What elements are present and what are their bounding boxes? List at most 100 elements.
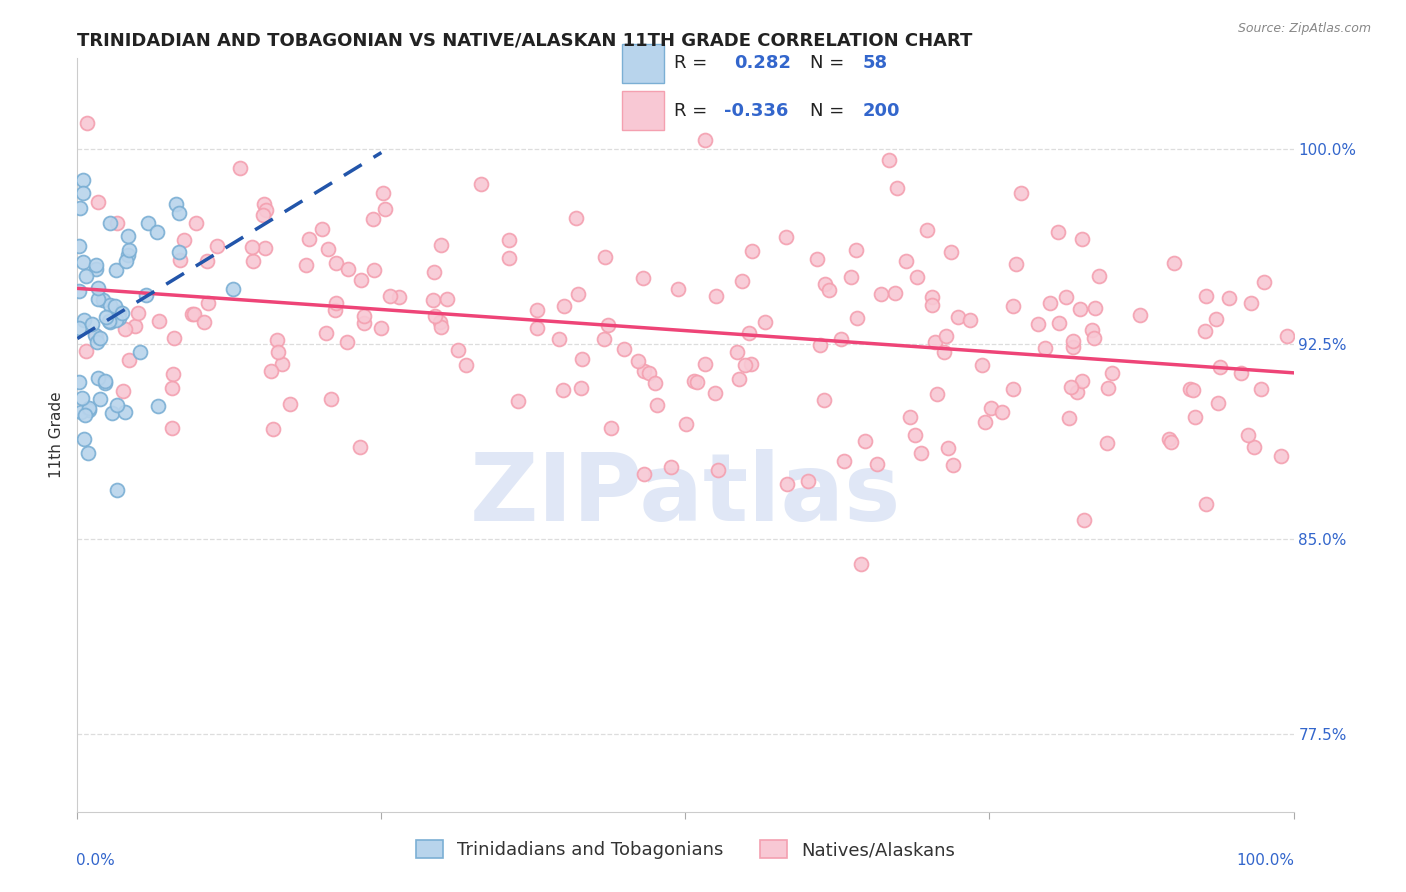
Point bbox=[108, 311, 131, 326]
Point bbox=[775, 229, 797, 244]
Point bbox=[105, 483, 128, 497]
Text: N =: N = bbox=[810, 102, 844, 120]
Point bbox=[1001, 382, 1024, 396]
Point bbox=[613, 343, 636, 357]
Point bbox=[86, 194, 108, 209]
Point bbox=[114, 405, 136, 419]
Point bbox=[946, 310, 969, 325]
Text: Source: ZipAtlas.com: Source: ZipAtlas.com bbox=[1237, 22, 1371, 36]
Point bbox=[72, 173, 94, 187]
Point bbox=[316, 242, 339, 256]
Point bbox=[972, 358, 994, 372]
Point bbox=[98, 216, 121, 230]
Point bbox=[128, 345, 150, 359]
Point bbox=[195, 253, 218, 268]
Point bbox=[173, 233, 195, 247]
Point bbox=[1184, 409, 1206, 424]
Point bbox=[267, 344, 290, 359]
Point bbox=[84, 258, 107, 272]
Point bbox=[1218, 291, 1240, 305]
Point bbox=[86, 262, 108, 277]
Point bbox=[67, 284, 90, 298]
Point bbox=[814, 277, 837, 291]
Point bbox=[959, 313, 981, 327]
Point bbox=[1088, 268, 1111, 283]
Point bbox=[567, 286, 589, 301]
Point bbox=[349, 440, 371, 454]
Point bbox=[851, 558, 873, 572]
Point bbox=[388, 290, 411, 304]
Point bbox=[1194, 324, 1216, 338]
Point bbox=[645, 398, 668, 412]
Point bbox=[627, 354, 650, 368]
Point bbox=[86, 335, 108, 350]
Point bbox=[734, 359, 756, 373]
Point bbox=[72, 186, 94, 200]
Text: 58: 58 bbox=[863, 54, 887, 72]
Point bbox=[991, 405, 1014, 419]
Point bbox=[430, 237, 453, 252]
Point bbox=[1095, 436, 1118, 450]
Point bbox=[925, 386, 948, 401]
Point bbox=[222, 282, 245, 296]
Point bbox=[240, 240, 263, 254]
Point bbox=[337, 261, 360, 276]
Point bbox=[138, 216, 160, 230]
Point bbox=[600, 421, 623, 435]
Point bbox=[278, 397, 301, 411]
Point bbox=[1243, 440, 1265, 454]
Point bbox=[974, 415, 997, 429]
Point bbox=[319, 392, 342, 406]
Point bbox=[592, 333, 614, 347]
Point bbox=[423, 265, 446, 279]
Point bbox=[683, 374, 706, 388]
Point bbox=[886, 181, 908, 195]
Point bbox=[1010, 186, 1032, 200]
Point bbox=[80, 318, 103, 332]
Text: R =: R = bbox=[675, 54, 707, 72]
Point bbox=[1159, 432, 1181, 446]
Point bbox=[924, 335, 946, 350]
Point bbox=[353, 316, 375, 330]
Point bbox=[79, 401, 101, 416]
Point bbox=[832, 454, 855, 468]
Point bbox=[315, 326, 337, 340]
Text: R =: R = bbox=[675, 102, 707, 120]
Text: TRINIDADIAN AND TOBAGONIAN VS NATIVE/ALASKAN 11TH GRADE CORRELATION CHART: TRINIDADIAN AND TOBAGONIAN VS NATIVE/ALA… bbox=[77, 31, 973, 49]
Point bbox=[1236, 428, 1258, 442]
Text: 0.282: 0.282 bbox=[734, 54, 790, 72]
Point bbox=[77, 403, 100, 417]
Point bbox=[87, 371, 110, 385]
Point bbox=[725, 344, 748, 359]
Point bbox=[163, 331, 186, 345]
Point bbox=[1066, 385, 1088, 400]
Point bbox=[100, 406, 122, 420]
Point bbox=[598, 318, 620, 333]
Point bbox=[325, 303, 347, 318]
Point bbox=[1026, 317, 1049, 331]
Point bbox=[1253, 275, 1275, 289]
Point bbox=[921, 298, 943, 312]
Point bbox=[73, 408, 96, 422]
Point bbox=[447, 343, 470, 358]
Point bbox=[1208, 396, 1230, 410]
Point bbox=[183, 308, 205, 322]
Point bbox=[932, 344, 955, 359]
Point bbox=[595, 250, 617, 264]
Point bbox=[754, 316, 776, 330]
Point bbox=[1208, 360, 1230, 375]
FancyBboxPatch shape bbox=[621, 91, 665, 130]
Point bbox=[846, 311, 869, 326]
Point bbox=[1195, 497, 1218, 511]
Point bbox=[813, 393, 835, 408]
Point bbox=[905, 270, 928, 285]
Point bbox=[104, 299, 127, 313]
Point bbox=[127, 306, 149, 320]
Point bbox=[704, 289, 727, 303]
Point bbox=[94, 374, 117, 388]
Point bbox=[547, 332, 569, 346]
Point bbox=[498, 233, 520, 247]
Point bbox=[336, 335, 359, 350]
Point bbox=[118, 353, 141, 368]
Point bbox=[704, 386, 727, 401]
